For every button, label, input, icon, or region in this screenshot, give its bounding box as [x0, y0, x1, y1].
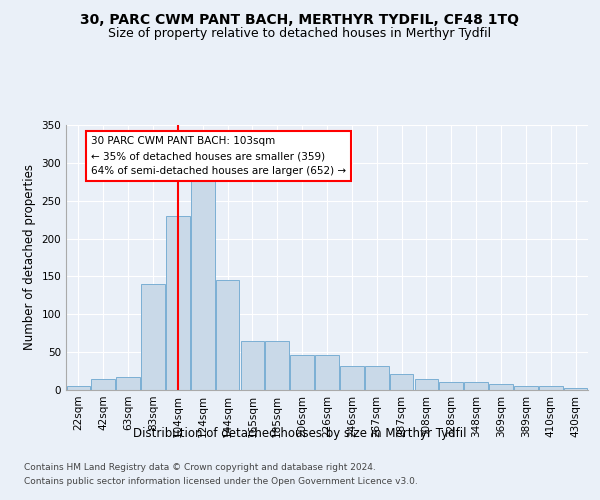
Bar	[340, 366, 364, 390]
Bar	[91, 378, 115, 390]
Bar	[290, 355, 314, 390]
Bar	[67, 386, 90, 390]
Bar	[166, 216, 190, 390]
Bar	[265, 341, 289, 390]
Bar	[141, 284, 165, 390]
Bar	[415, 380, 438, 390]
Bar	[116, 377, 140, 390]
Bar	[464, 382, 488, 390]
Bar	[216, 280, 239, 390]
Bar	[539, 386, 563, 390]
Text: Contains HM Land Registry data © Crown copyright and database right 2024.: Contains HM Land Registry data © Crown c…	[24, 462, 376, 471]
Bar	[365, 366, 389, 390]
Bar	[191, 174, 215, 390]
Text: 30, PARC CWM PANT BACH, MERTHYR TYDFIL, CF48 1TQ: 30, PARC CWM PANT BACH, MERTHYR TYDFIL, …	[80, 12, 520, 26]
Text: Size of property relative to detached houses in Merthyr Tydfil: Size of property relative to detached ho…	[109, 28, 491, 40]
Bar	[315, 355, 339, 390]
Bar	[564, 388, 587, 390]
Text: Distribution of detached houses by size in Merthyr Tydfil: Distribution of detached houses by size …	[133, 428, 467, 440]
Bar	[439, 382, 463, 390]
Text: 30 PARC CWM PANT BACH: 103sqm
← 35% of detached houses are smaller (359)
64% of : 30 PARC CWM PANT BACH: 103sqm ← 35% of d…	[91, 136, 346, 176]
Bar	[390, 374, 413, 390]
Bar	[514, 386, 538, 390]
Text: Contains public sector information licensed under the Open Government Licence v3: Contains public sector information licen…	[24, 478, 418, 486]
Y-axis label: Number of detached properties: Number of detached properties	[23, 164, 36, 350]
Bar	[241, 341, 264, 390]
Bar	[489, 384, 513, 390]
